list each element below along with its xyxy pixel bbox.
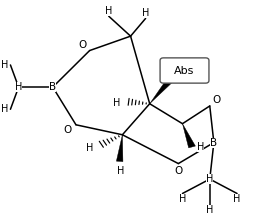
Text: B: B [49,82,56,92]
FancyBboxPatch shape [160,58,209,83]
Text: H: H [233,194,241,204]
Text: H: H [142,8,149,18]
Text: Abs: Abs [174,66,195,76]
Text: O: O [213,95,221,105]
Polygon shape [116,135,123,162]
Text: H: H [105,6,112,16]
Text: H: H [206,205,213,215]
Text: H: H [15,82,22,92]
Text: B: B [210,138,217,148]
Polygon shape [150,80,171,104]
Text: H: H [206,174,213,184]
Text: H: H [179,194,186,204]
Text: H: H [113,98,121,108]
Text: H: H [1,60,9,70]
Text: H: H [86,143,93,153]
Text: O: O [174,166,182,176]
Text: O: O [79,40,87,50]
Text: O: O [64,125,72,135]
Text: H: H [1,104,9,114]
Text: H: H [117,166,125,176]
Text: H: H [197,142,204,152]
Polygon shape [182,124,195,148]
Text: H: H [168,73,175,83]
